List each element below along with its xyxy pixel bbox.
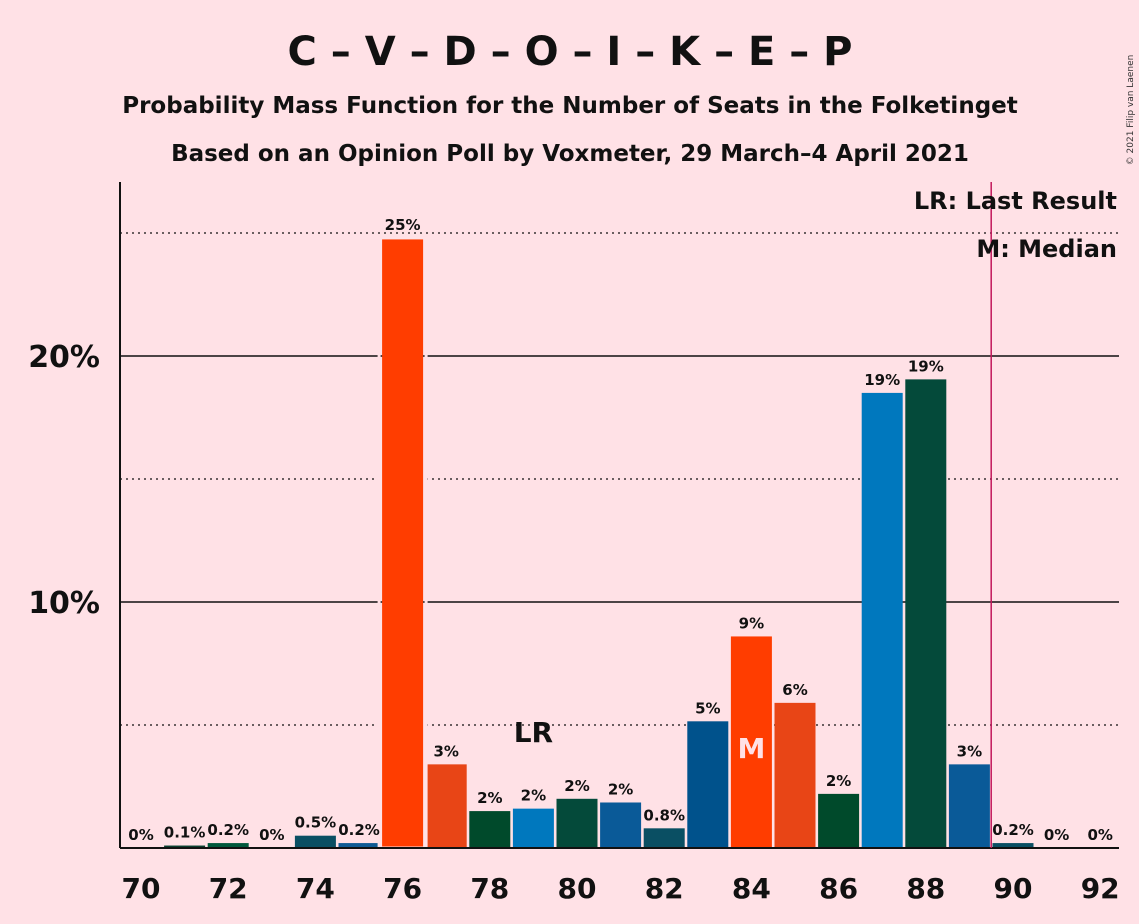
bar-value-label: 0.2% <box>992 821 1034 839</box>
bar <box>905 379 947 848</box>
bar-value-label: 0% <box>1044 826 1069 844</box>
gridlines <box>120 232 1119 726</box>
bar-value-label: 3% <box>957 742 982 760</box>
bar-value-label: 3% <box>433 742 458 760</box>
bar-value-label: 9% <box>739 614 764 632</box>
bar-value-label: 0.2% <box>207 821 249 839</box>
x-tick-label: 82 <box>645 872 684 905</box>
bar <box>556 798 598 848</box>
bar <box>600 802 642 848</box>
bar <box>469 811 511 848</box>
bar <box>164 845 206 848</box>
median-marker: M <box>737 732 765 765</box>
bar-value-label: 0.5% <box>295 814 337 832</box>
last-result-marker: LR <box>514 716 553 749</box>
x-tick-labels: 70 72 74 76 78 80 82 84 86 88 90 92 <box>122 872 1120 905</box>
x-tick-label: 74 <box>296 872 335 905</box>
x-tick-label: 88 <box>906 872 945 905</box>
bar <box>294 835 336 848</box>
axes <box>119 182 1119 849</box>
bar <box>948 764 990 848</box>
bar-value-label: 19% <box>864 371 900 389</box>
x-tick-label: 72 <box>209 872 248 905</box>
bar <box>774 702 816 848</box>
bar-value-label: 19% <box>908 357 944 375</box>
legend-median: M: Median <box>976 235 1117 263</box>
bar <box>861 392 903 848</box>
x-tick-label: 90 <box>994 872 1033 905</box>
x-tick-label: 86 <box>819 872 858 905</box>
x-tick-label: 76 <box>383 872 422 905</box>
bar-value-label: 0% <box>259 826 284 844</box>
bar <box>207 843 249 848</box>
x-tick-label: 80 <box>558 872 597 905</box>
bar-value-label: 2% <box>564 777 589 795</box>
bar <box>512 808 554 848</box>
bar-value-label: 2% <box>521 787 546 805</box>
bar-value-label: 6% <box>782 681 807 699</box>
chart-subtitle-poll: Based on an Opinion Poll by Voxmeter, 29… <box>171 141 969 167</box>
x-tick-label: 70 <box>122 872 161 905</box>
y-tick-label: 10% <box>28 586 100 621</box>
bar <box>687 721 729 848</box>
bar-value-label: 25% <box>385 216 421 234</box>
bar-value-label: 0.2% <box>338 821 380 839</box>
chart-subtitle: Probability Mass Function for the Number… <box>122 93 1018 119</box>
x-tick-label: 78 <box>470 872 509 905</box>
bar <box>818 793 860 848</box>
x-tick-label: 92 <box>1081 872 1120 905</box>
bar <box>730 636 772 848</box>
bar <box>382 237 424 849</box>
bar-value-label: 2% <box>608 780 633 798</box>
bar <box>643 828 685 848</box>
bar-value-label: 0.8% <box>643 806 685 824</box>
y-tick-labels: 10% 20% <box>28 340 100 621</box>
markers: LR M <box>514 182 992 848</box>
legend-last-result: LR: Last Result <box>914 187 1117 215</box>
bar <box>425 764 467 848</box>
bar-value-label: 2% <box>826 772 851 790</box>
bar-value-label: 0% <box>128 826 153 844</box>
bars <box>164 236 1034 850</box>
copyright-note: © 2021 Filip van Laenen <box>1126 55 1136 166</box>
bar-value-label: 0% <box>1087 826 1112 844</box>
bar-value-label: 2% <box>477 789 502 807</box>
bar-value-label: 5% <box>695 699 720 717</box>
bar-value-label: 0.1% <box>164 824 206 842</box>
chart-title: C – V – D – O – I – K – E – P <box>288 29 853 75</box>
bar <box>338 843 380 848</box>
bar <box>992 843 1034 848</box>
x-tick-label: 84 <box>732 872 771 905</box>
bar-labels: 0% 0.1% 0.2% 0%0.5% 0.2%25%3%2% 2%2% 2%0.8%5%9… <box>128 216 1113 844</box>
y-tick-label: 20% <box>28 340 100 375</box>
